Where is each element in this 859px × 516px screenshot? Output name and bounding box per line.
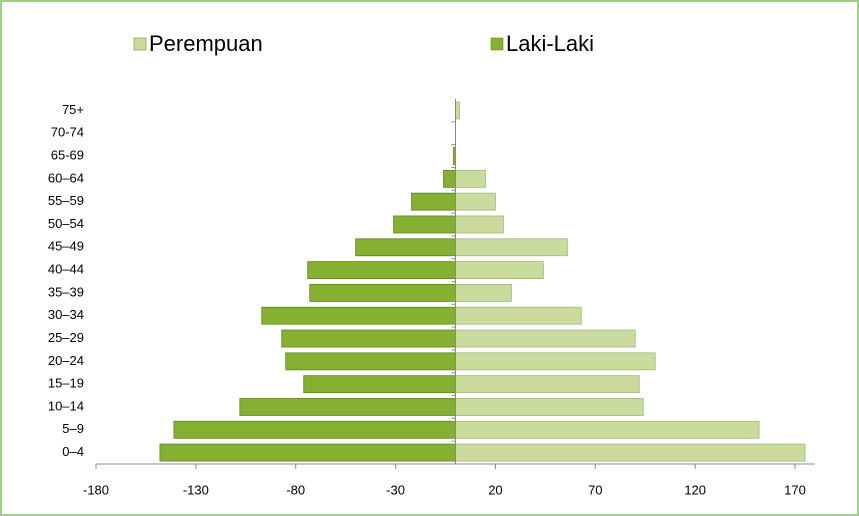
bar [455, 306, 582, 325]
bar [455, 215, 504, 234]
bar [455, 261, 544, 279]
bar [455, 420, 760, 439]
legend-label: Laki-Laki [506, 31, 594, 56]
bar [393, 215, 456, 234]
y-tick-label: 60–64 [48, 170, 84, 185]
legend-swatch [133, 37, 147, 51]
y-tick-label: 0–4 [62, 444, 84, 459]
y-tick-label: 5–9 [62, 421, 84, 436]
y-tick-label: 50–54 [48, 216, 84, 231]
bar [455, 329, 636, 348]
bar [443, 169, 456, 188]
x-tick-label: -180 [83, 482, 109, 497]
bar [303, 375, 456, 394]
legend-swatch [490, 37, 504, 51]
x-tick-label: 70 [588, 482, 602, 497]
y-tick-label: 45–49 [48, 239, 84, 254]
x-tick-label: -30 [386, 482, 405, 497]
y-tick-label: 30–34 [48, 307, 84, 322]
y-tick-label: 15–19 [48, 376, 84, 391]
y-tick-label: 10–14 [48, 398, 84, 413]
x-tick-label: 120 [684, 482, 706, 497]
bar [281, 329, 456, 348]
bar [455, 238, 568, 257]
bar [455, 352, 656, 371]
y-tick-label: 40–44 [48, 262, 84, 277]
x-tick-label: -130 [183, 482, 209, 497]
x-tick-label: -80 [286, 482, 305, 497]
x-tick-label: 170 [784, 482, 806, 497]
x-tick-label: 20 [488, 482, 502, 497]
bar [455, 375, 640, 394]
y-tick-label: 75+ [62, 102, 84, 117]
bar [261, 306, 456, 325]
y-tick-label: 65-69 [51, 147, 84, 162]
bar [239, 398, 456, 416]
bar [173, 420, 456, 439]
bar [285, 352, 456, 371]
bar [455, 398, 644, 416]
y-tick-label: 25–29 [48, 330, 84, 345]
bar [455, 192, 496, 211]
bar [455, 101, 460, 120]
y-tick-label: 70-74 [51, 125, 84, 140]
bar [159, 443, 456, 462]
bar [307, 261, 456, 279]
bar [455, 284, 512, 302]
bar [355, 238, 456, 257]
legend-label: Perempuan [149, 31, 263, 56]
bar [411, 192, 456, 211]
bar [455, 169, 486, 188]
y-tick-label: 35–39 [48, 284, 84, 299]
y-tick-label: 55–59 [48, 193, 84, 208]
bar [455, 443, 806, 462]
y-tick-label: 20–24 [48, 353, 84, 368]
bar [309, 284, 456, 302]
